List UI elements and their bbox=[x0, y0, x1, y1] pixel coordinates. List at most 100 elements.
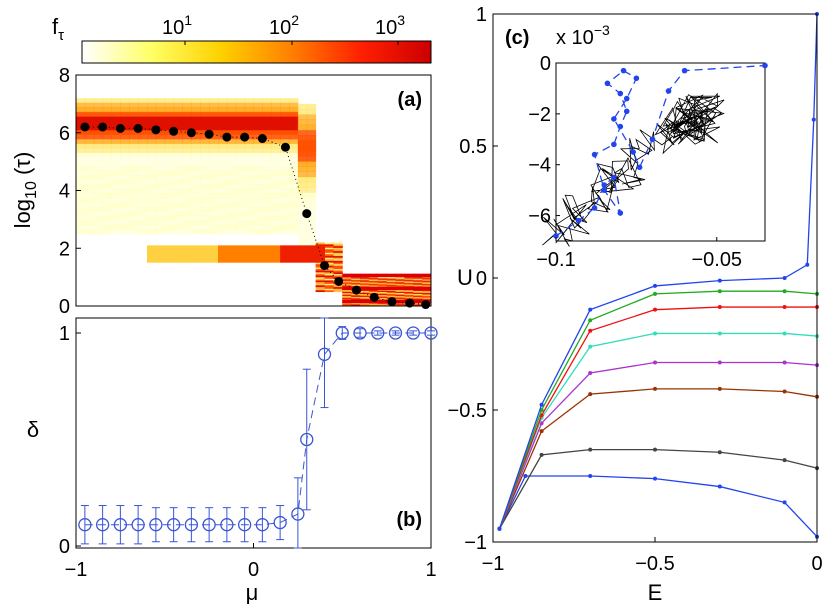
heatmap-cell bbox=[377, 303, 388, 305]
heatmap-cell bbox=[182, 165, 192, 171]
heatmap-cell bbox=[182, 134, 192, 140]
inset-data-point bbox=[681, 67, 688, 74]
heatmap-cell bbox=[244, 107, 254, 113]
data-point bbox=[388, 326, 403, 340]
heatmap-cell bbox=[164, 215, 175, 221]
heatmap-cell bbox=[422, 281, 432, 284]
heatmap-cell bbox=[235, 215, 246, 221]
mean-point bbox=[80, 122, 90, 132]
heatmap-cell bbox=[395, 293, 405, 295]
heatmap-cell bbox=[386, 278, 396, 280]
heatmap-cell bbox=[342, 280, 352, 283]
heatmap-cell bbox=[360, 273, 370, 278]
heatmap-cell bbox=[164, 161, 175, 167]
heatmap-cell bbox=[164, 147, 175, 153]
inset-x-tick-label: −0.1 bbox=[536, 249, 575, 271]
heatmap-cell bbox=[164, 111, 175, 117]
heatmap-cell bbox=[173, 111, 183, 117]
heatmap-cell bbox=[413, 282, 423, 285]
heatmap-cell bbox=[84, 129, 95, 135]
heatmap-cell bbox=[191, 229, 201, 235]
heatmap-cell bbox=[262, 98, 272, 104]
heatmap-cell bbox=[111, 184, 121, 190]
heatmap-cell bbox=[93, 143, 104, 149]
heatmap-cell bbox=[324, 270, 334, 273]
x-tick-label: −0.5 bbox=[635, 553, 674, 575]
heatmap-cell bbox=[271, 138, 281, 144]
heatmap-cell bbox=[244, 125, 254, 131]
heatmap-cell bbox=[102, 147, 112, 153]
heatmap-cell bbox=[368, 304, 379, 306]
heatmap-cell bbox=[102, 152, 112, 158]
heatmap-cell bbox=[262, 211, 272, 217]
heatmap-cell bbox=[76, 184, 86, 190]
heatmap-cell bbox=[244, 111, 254, 117]
data-point bbox=[184, 518, 199, 532]
heatmap-cell bbox=[280, 193, 290, 199]
heatmap-cell bbox=[102, 120, 112, 126]
heatmap-cell bbox=[155, 129, 166, 135]
heatmap-cell bbox=[368, 281, 379, 284]
heatmap-cell bbox=[368, 282, 379, 285]
heatmap-cell bbox=[191, 156, 201, 162]
heatmap-cell bbox=[413, 280, 423, 283]
mean-point bbox=[133, 123, 143, 133]
heatmap-cell bbox=[138, 156, 148, 162]
heatmap-cell bbox=[191, 202, 201, 208]
heatmap-cell bbox=[386, 280, 396, 282]
heatmap-cell bbox=[200, 188, 210, 194]
heatmap-cell bbox=[306, 202, 317, 209]
heatmap-cell bbox=[155, 134, 166, 140]
heatmap-cell bbox=[111, 161, 121, 167]
heatmap-cell bbox=[235, 161, 246, 167]
heatmap-cell bbox=[333, 244, 343, 247]
heatmap-cell bbox=[93, 179, 104, 185]
heatmap-cell bbox=[271, 193, 281, 199]
heatmap-cell bbox=[218, 206, 228, 212]
heatmap-cell bbox=[173, 156, 183, 162]
heatmap-cell bbox=[129, 170, 139, 176]
heatmap-cell bbox=[395, 294, 405, 296]
heatmap-cell bbox=[191, 143, 201, 149]
heatmap-cell bbox=[280, 215, 290, 221]
data-point bbox=[317, 347, 332, 361]
heatmap-cell bbox=[226, 193, 237, 199]
heatmap-cell bbox=[111, 215, 121, 221]
heatmap-cell bbox=[262, 134, 272, 140]
heatmap-cell bbox=[377, 295, 388, 297]
heatmap-cell bbox=[360, 292, 370, 294]
heatmap-cell bbox=[138, 161, 148, 167]
heatmap-cell bbox=[147, 111, 157, 117]
heatmap-cell bbox=[342, 277, 352, 279]
panel-label: (a) bbox=[398, 89, 422, 111]
heatmap-cell bbox=[200, 165, 210, 171]
heatmap-cell bbox=[297, 239, 308, 245]
heatmap-cell bbox=[209, 147, 219, 153]
heatmap-cell bbox=[395, 292, 405, 294]
heatmap-cell bbox=[368, 291, 379, 294]
heatmap-cell bbox=[111, 98, 121, 104]
heatmap-cell bbox=[218, 161, 228, 167]
heatmap-cell bbox=[342, 283, 352, 286]
heatmap-cell bbox=[297, 166, 308, 172]
heatmap-cell bbox=[218, 120, 228, 126]
heatmap-cell bbox=[306, 103, 317, 110]
heatmap-cell bbox=[191, 134, 201, 140]
heatmap-cell bbox=[209, 224, 219, 230]
heatmap-cell bbox=[147, 125, 157, 131]
heatmap-cell bbox=[244, 120, 254, 126]
heatmap-cell bbox=[164, 107, 175, 113]
heatmap-cell bbox=[244, 245, 254, 263]
heatmap-cell bbox=[377, 289, 388, 292]
heatmap-cell bbox=[111, 120, 121, 126]
heatmap-cell bbox=[351, 273, 361, 278]
heatmap-cell bbox=[155, 147, 166, 153]
heatmap-cell bbox=[324, 260, 334, 263]
heatmap-cell bbox=[422, 278, 432, 280]
heatmap-cell bbox=[76, 116, 86, 122]
heatmap-cell bbox=[253, 206, 263, 212]
heatmap-cell bbox=[377, 297, 388, 299]
heatmap-cell bbox=[244, 215, 254, 221]
heatmap-cell bbox=[413, 298, 423, 300]
heatmap-cell bbox=[209, 215, 219, 221]
